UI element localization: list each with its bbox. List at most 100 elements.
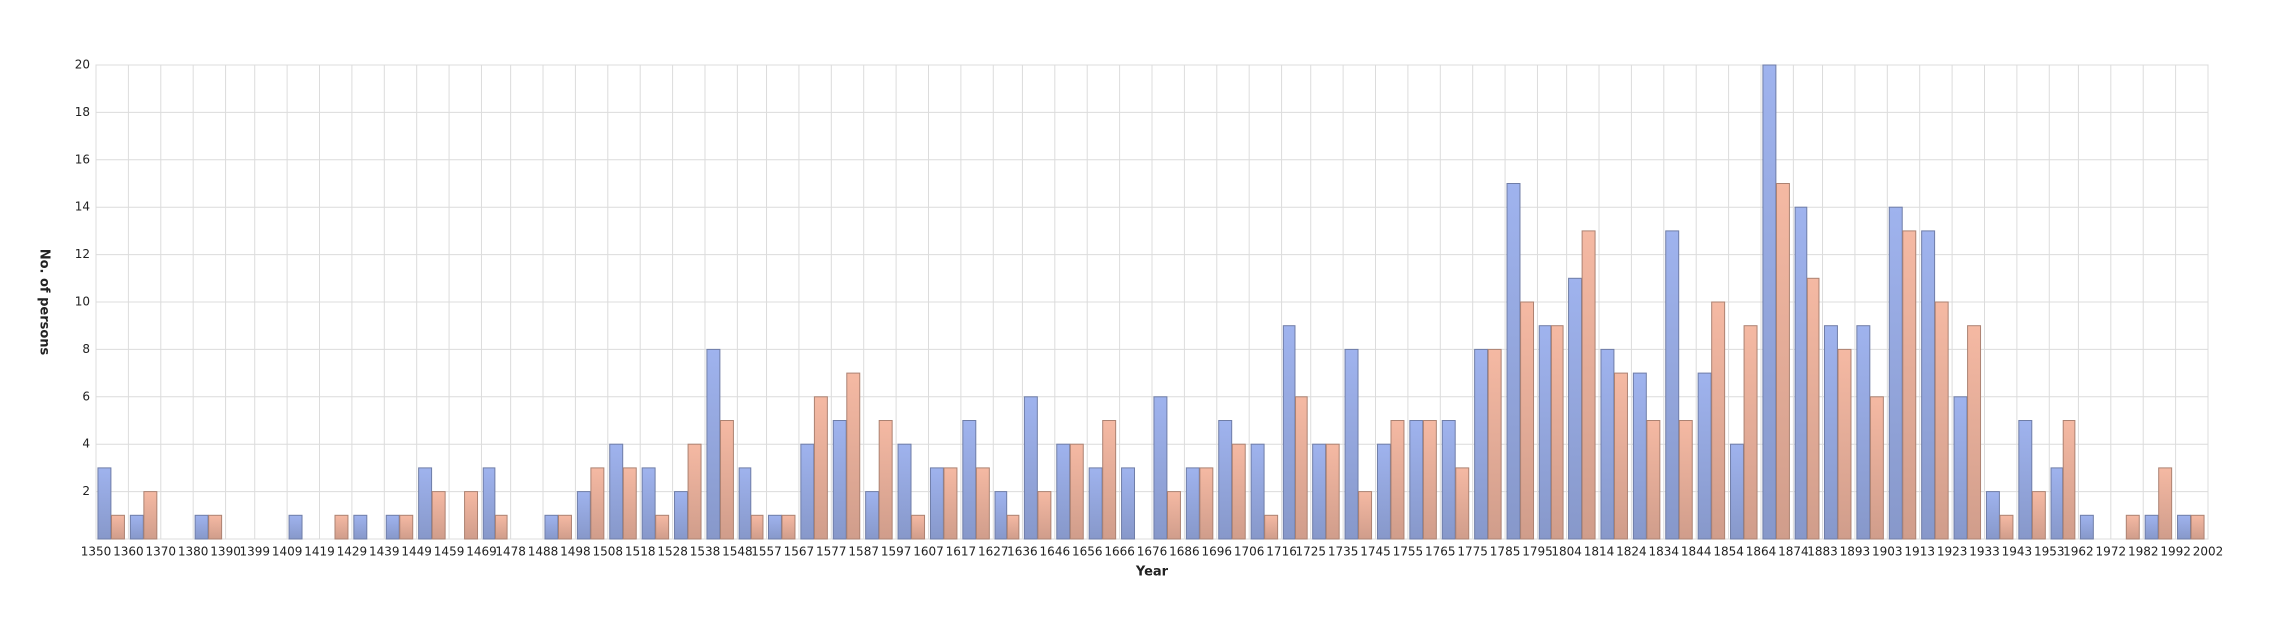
bar (208, 514, 223, 540)
y-tick-label: 6 (82, 389, 90, 403)
x-tick-label: 1587 (848, 545, 879, 559)
x-tick-label: 1548 (722, 545, 753, 559)
bar (2158, 467, 2173, 540)
bar (878, 420, 893, 540)
x-tick-label: 1913 (1904, 545, 1935, 559)
bar (194, 514, 209, 540)
x-tick-label: 1676 (1137, 545, 1168, 559)
bar (1231, 443, 1246, 540)
bar (1837, 348, 1852, 540)
y-tick-label: 2 (82, 484, 90, 498)
bar (1775, 183, 1790, 540)
bar (1743, 325, 1758, 540)
bar (1282, 325, 1296, 540)
bar (110, 514, 125, 540)
bar (1856, 325, 1871, 540)
bar (1088, 467, 1103, 540)
bar (1568, 277, 1583, 540)
bar (2144, 514, 2159, 540)
x-tick-label: 1538 (690, 545, 721, 559)
x-tick-label: 1785 (1490, 545, 1521, 559)
bar (590, 467, 605, 540)
x-tick-label: 1686 (1169, 545, 1200, 559)
x-tick-label: 1627 (978, 545, 1009, 559)
x-tick-label: 1617 (946, 545, 977, 559)
x-tick-label: 1380 (178, 545, 209, 559)
bar (2125, 514, 2140, 540)
x-tick-label: 1824 (1616, 545, 1647, 559)
bar (288, 514, 303, 540)
bar (674, 491, 688, 540)
bar (494, 514, 508, 540)
bar (1921, 230, 1936, 540)
bar (544, 514, 559, 540)
x-tick-label: 1834 (1649, 545, 1680, 559)
bar (2062, 420, 2076, 540)
x-tick-label: 1469 (466, 545, 497, 559)
x-tick-label: 1854 (1713, 545, 1744, 559)
bar (1037, 491, 1052, 540)
bar (767, 514, 782, 540)
bar (1056, 443, 1071, 540)
bar (143, 491, 158, 540)
x-tick-label: 1755 (1393, 545, 1424, 559)
bar (832, 420, 847, 540)
y-tick-label: 8 (82, 342, 90, 356)
x-tick-label: 1804 (1551, 545, 1582, 559)
x-tick-label: 1972 (2096, 545, 2127, 559)
bar (1550, 325, 1564, 540)
x-tick-label: 1943 (2002, 545, 2033, 559)
bar (1358, 491, 1373, 540)
bar (1967, 325, 1982, 540)
x-tick-label: 1597 (881, 545, 912, 559)
x-tick-label: 1488 (528, 545, 559, 559)
x-tick-label: 1656 (1072, 545, 1103, 559)
bar (2079, 514, 2094, 540)
x-tick-label: 1429 (337, 545, 368, 559)
bar (781, 514, 796, 540)
bar (1823, 325, 1838, 540)
x-tick-label: 1923 (1937, 545, 1968, 559)
bar (418, 467, 433, 540)
bar (464, 491, 479, 540)
x-tick-label: 1992 (2160, 545, 2191, 559)
bar (1376, 443, 1391, 540)
x-tick-label: 1883 (1807, 545, 1838, 559)
bar (334, 514, 349, 540)
bar (1344, 348, 1359, 540)
bar (975, 467, 990, 540)
x-axis-title: Year (1135, 565, 1169, 580)
x-tick-label: 1893 (1840, 545, 1871, 559)
x-tick-label: 1557 (751, 545, 782, 559)
bar (1665, 230, 1680, 540)
x-tick-label: 1518 (625, 545, 656, 559)
bar (1199, 467, 1214, 540)
bar (1806, 277, 1820, 540)
x-tick-label: 1903 (1872, 545, 1903, 559)
x-tick-label: 1390 (210, 545, 241, 559)
bar (846, 372, 861, 540)
x-tick-label: 1864 (1746, 545, 1777, 559)
bar (1934, 301, 1949, 540)
bar (1455, 467, 1470, 540)
bar (1487, 348, 1502, 540)
bar (97, 467, 112, 540)
bar (897, 443, 912, 540)
bar (1006, 514, 1020, 540)
bar (576, 491, 591, 540)
bar (994, 491, 1008, 540)
x-tick-label: 1646 (1040, 545, 1071, 559)
bar (865, 491, 880, 540)
x-tick-label: 1716 (1266, 545, 1297, 559)
x-tick-label: 1962 (2063, 545, 2094, 559)
bar (1185, 467, 1200, 540)
bar (2190, 514, 2205, 540)
bar (1632, 372, 1647, 540)
x-tick-label: 1706 (1234, 545, 1265, 559)
x-tick-label: 1439 (369, 545, 400, 559)
x-tick-label: 1982 (2128, 545, 2159, 559)
bar (1999, 514, 2014, 540)
bar (1646, 420, 1661, 540)
y-tick-label: 12 (75, 247, 90, 261)
